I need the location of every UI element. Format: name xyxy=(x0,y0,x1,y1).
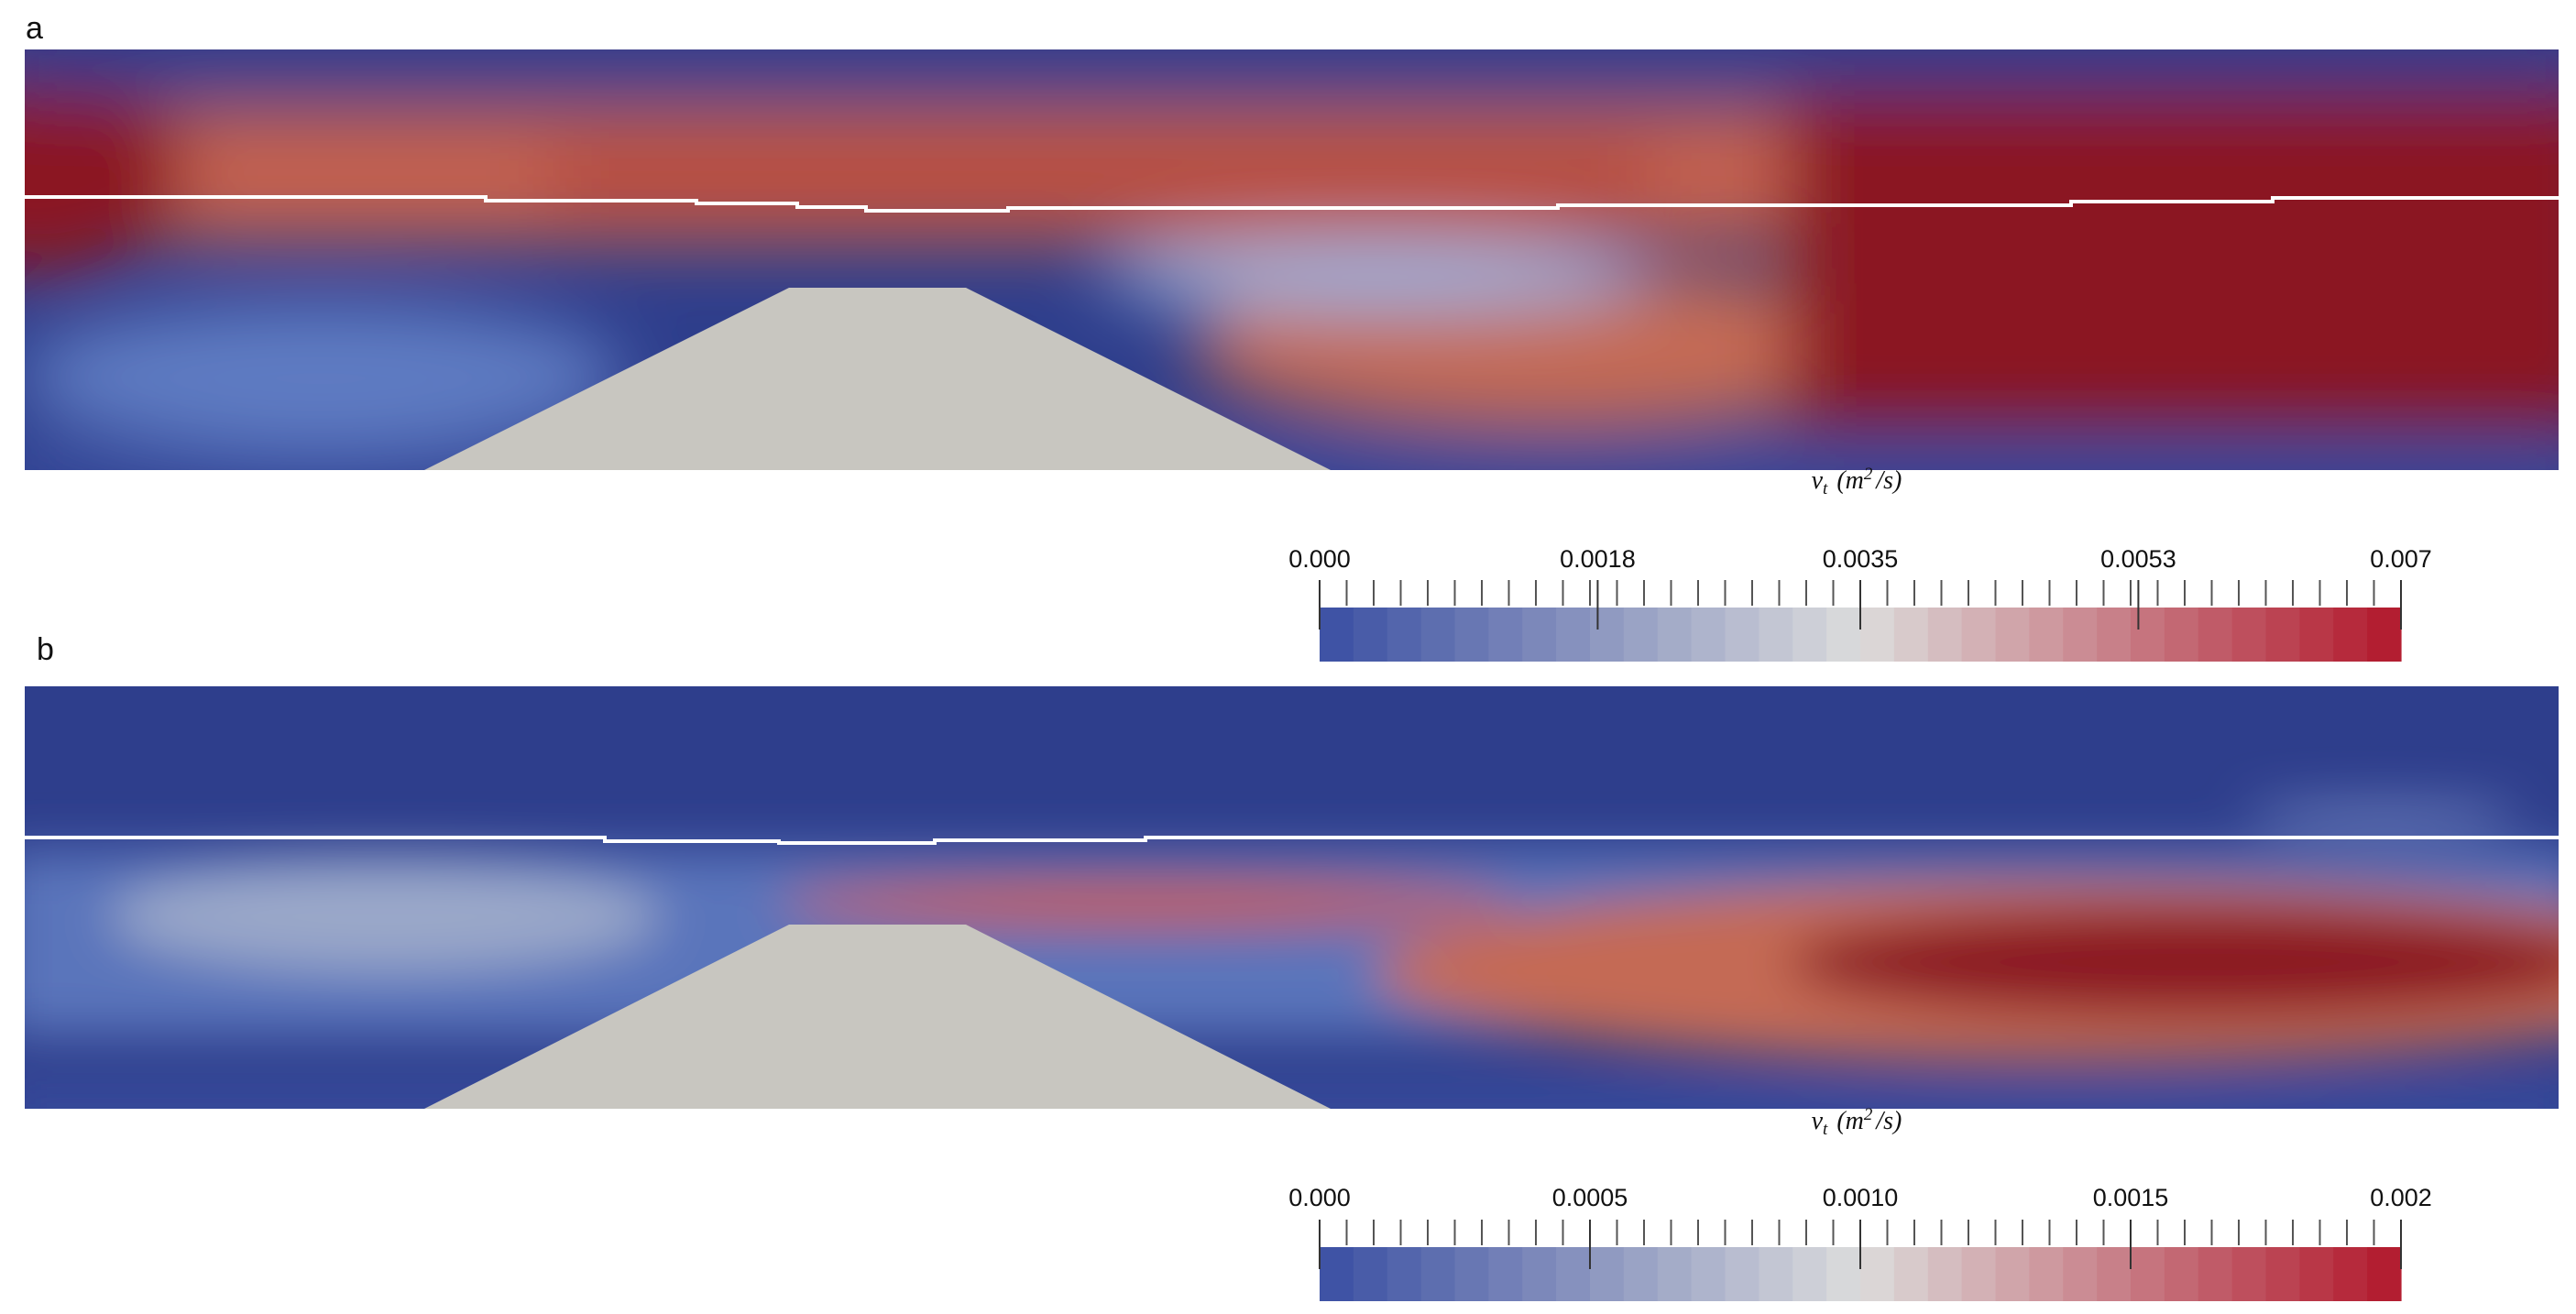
colorbar-title-part: 2 xyxy=(1864,1105,1873,1124)
colorbar-band xyxy=(1995,1247,2030,1301)
colorbar-band xyxy=(1995,608,2030,662)
colorbar-band xyxy=(1522,1247,1557,1301)
colorbar-band xyxy=(2063,608,2098,662)
colorbar-band xyxy=(1488,1247,1523,1301)
colorbar-band xyxy=(2367,608,2402,662)
colorbar-title: νt (m2/s) xyxy=(1812,465,1902,498)
colorbar-tick-label: 0.002 xyxy=(2370,1184,2432,1211)
colorbar-band xyxy=(1387,608,1422,662)
colorbar-band xyxy=(2164,608,2199,662)
colorbar-band xyxy=(1454,608,1489,662)
colorbar-band xyxy=(1387,1247,1422,1301)
colorbar-band xyxy=(1961,608,1997,662)
colorbar-band xyxy=(1893,608,1929,662)
colorbar-band xyxy=(2265,608,2300,662)
colorbar-band xyxy=(1353,608,1388,662)
colorbar-tick-label: 0.000 xyxy=(1288,545,1351,573)
colorbar-band xyxy=(2063,1247,2098,1301)
colorbar-band xyxy=(1420,608,1456,662)
colorbar-band xyxy=(1454,1247,1489,1301)
colorbar-band xyxy=(1556,1247,1591,1301)
colorbar-title-part: ν xyxy=(1812,1107,1824,1135)
colorbar-band xyxy=(2299,608,2334,662)
colorbar-band xyxy=(2231,608,2267,662)
colorbar-band xyxy=(1893,1247,1929,1301)
colorbar-band xyxy=(1759,608,1793,662)
colorbar-band xyxy=(1725,1247,1759,1301)
colorbar-band xyxy=(1320,1247,1354,1301)
colorbar-band xyxy=(1657,608,1693,662)
colorbar-band xyxy=(1725,608,1759,662)
colorbar-band xyxy=(1623,608,1659,662)
colorbar-band xyxy=(1759,1247,1793,1301)
colorbar-tick-label: 0.0035 xyxy=(1823,545,1899,573)
colorbar: νt (m2/s) 0.000 0.0005 0.0010 0.0015 0.002 xyxy=(1288,1105,2432,1301)
colorbar-band xyxy=(1927,1247,1963,1301)
colorbar-band xyxy=(2131,1247,2165,1301)
colorbar-band xyxy=(1320,608,1354,662)
colorbar-band xyxy=(2029,608,2064,662)
colorbar-band xyxy=(1826,1247,1861,1301)
colorbar-band xyxy=(1860,1247,1895,1301)
colorbar-band xyxy=(1826,608,1861,662)
colorbar-band xyxy=(2029,1247,2064,1301)
colorbar-band xyxy=(2333,1247,2368,1301)
colorbar-band xyxy=(1860,608,1895,662)
colorbar-band xyxy=(1353,1247,1388,1301)
colorbar-band xyxy=(1590,1247,1625,1301)
field-b xyxy=(25,686,2559,1109)
colorbar-band xyxy=(1590,608,1625,662)
colorbar-tick-label: 0.0005 xyxy=(1552,1184,1628,1211)
colorbar-band xyxy=(1691,608,1726,662)
colorbar-band xyxy=(2131,608,2165,662)
colorbar-band xyxy=(2164,1247,2199,1301)
colorbar-title: νt (m2/s) xyxy=(1812,1105,1902,1139)
colorbar-band xyxy=(1623,1247,1659,1301)
colorbar-band xyxy=(2198,1247,2233,1301)
colorbar-band xyxy=(2265,1247,2300,1301)
panel-label: b xyxy=(37,632,54,667)
colorbar-band xyxy=(1420,1247,1456,1301)
colorbar-tick-label: 0.0018 xyxy=(1560,545,1636,573)
colorbar-title-part: ν xyxy=(1812,466,1824,495)
colorbar-tick-label: 0.0010 xyxy=(1823,1184,1899,1211)
colorbar-band xyxy=(2367,1247,2402,1301)
colorbar-band xyxy=(2333,608,2368,662)
colorbar-band xyxy=(1792,1247,1827,1301)
field-a xyxy=(25,49,2559,470)
colorbar-title-part: /s) xyxy=(1874,1107,1902,1135)
colorbar-band xyxy=(2097,608,2132,662)
colorbar-band xyxy=(2097,1247,2132,1301)
panel-label: a xyxy=(26,11,43,46)
colorbar-title-part: t xyxy=(1823,1120,1828,1139)
colorbar-band xyxy=(2198,608,2233,662)
colorbar-tick-label: 0.000 xyxy=(1288,1184,1351,1211)
colorbar-tick-label: 0.0015 xyxy=(2093,1184,2169,1211)
colorbar-title-part: /s) xyxy=(1874,466,1902,495)
colorbar-title-part: 2 xyxy=(1864,465,1873,484)
colorbar-band xyxy=(1691,1247,1726,1301)
colorbar-band xyxy=(1488,608,1523,662)
colorbar-band xyxy=(1657,1247,1693,1301)
colorbar-tick-label: 0.0053 xyxy=(2100,545,2176,573)
colorbar-title-part: (m xyxy=(1836,1107,1864,1135)
colorbar-title-part: (m xyxy=(1836,466,1864,495)
colorbar: νt (m2/s) 0.000 0.0018 0.0035 0.0053 0.007 xyxy=(1288,465,2432,662)
colorbar-band xyxy=(1522,608,1557,662)
colorbar-band xyxy=(1961,1247,1997,1301)
colorbar-band xyxy=(1792,608,1827,662)
colorbar-band xyxy=(1927,608,1963,662)
colorbar-band xyxy=(2299,1247,2334,1301)
colorbar-title-part: t xyxy=(1823,479,1828,498)
colorbar-tick-label: 0.007 xyxy=(2370,545,2432,573)
colorbar-band xyxy=(2231,1247,2267,1301)
colorbar-band xyxy=(1556,608,1591,662)
